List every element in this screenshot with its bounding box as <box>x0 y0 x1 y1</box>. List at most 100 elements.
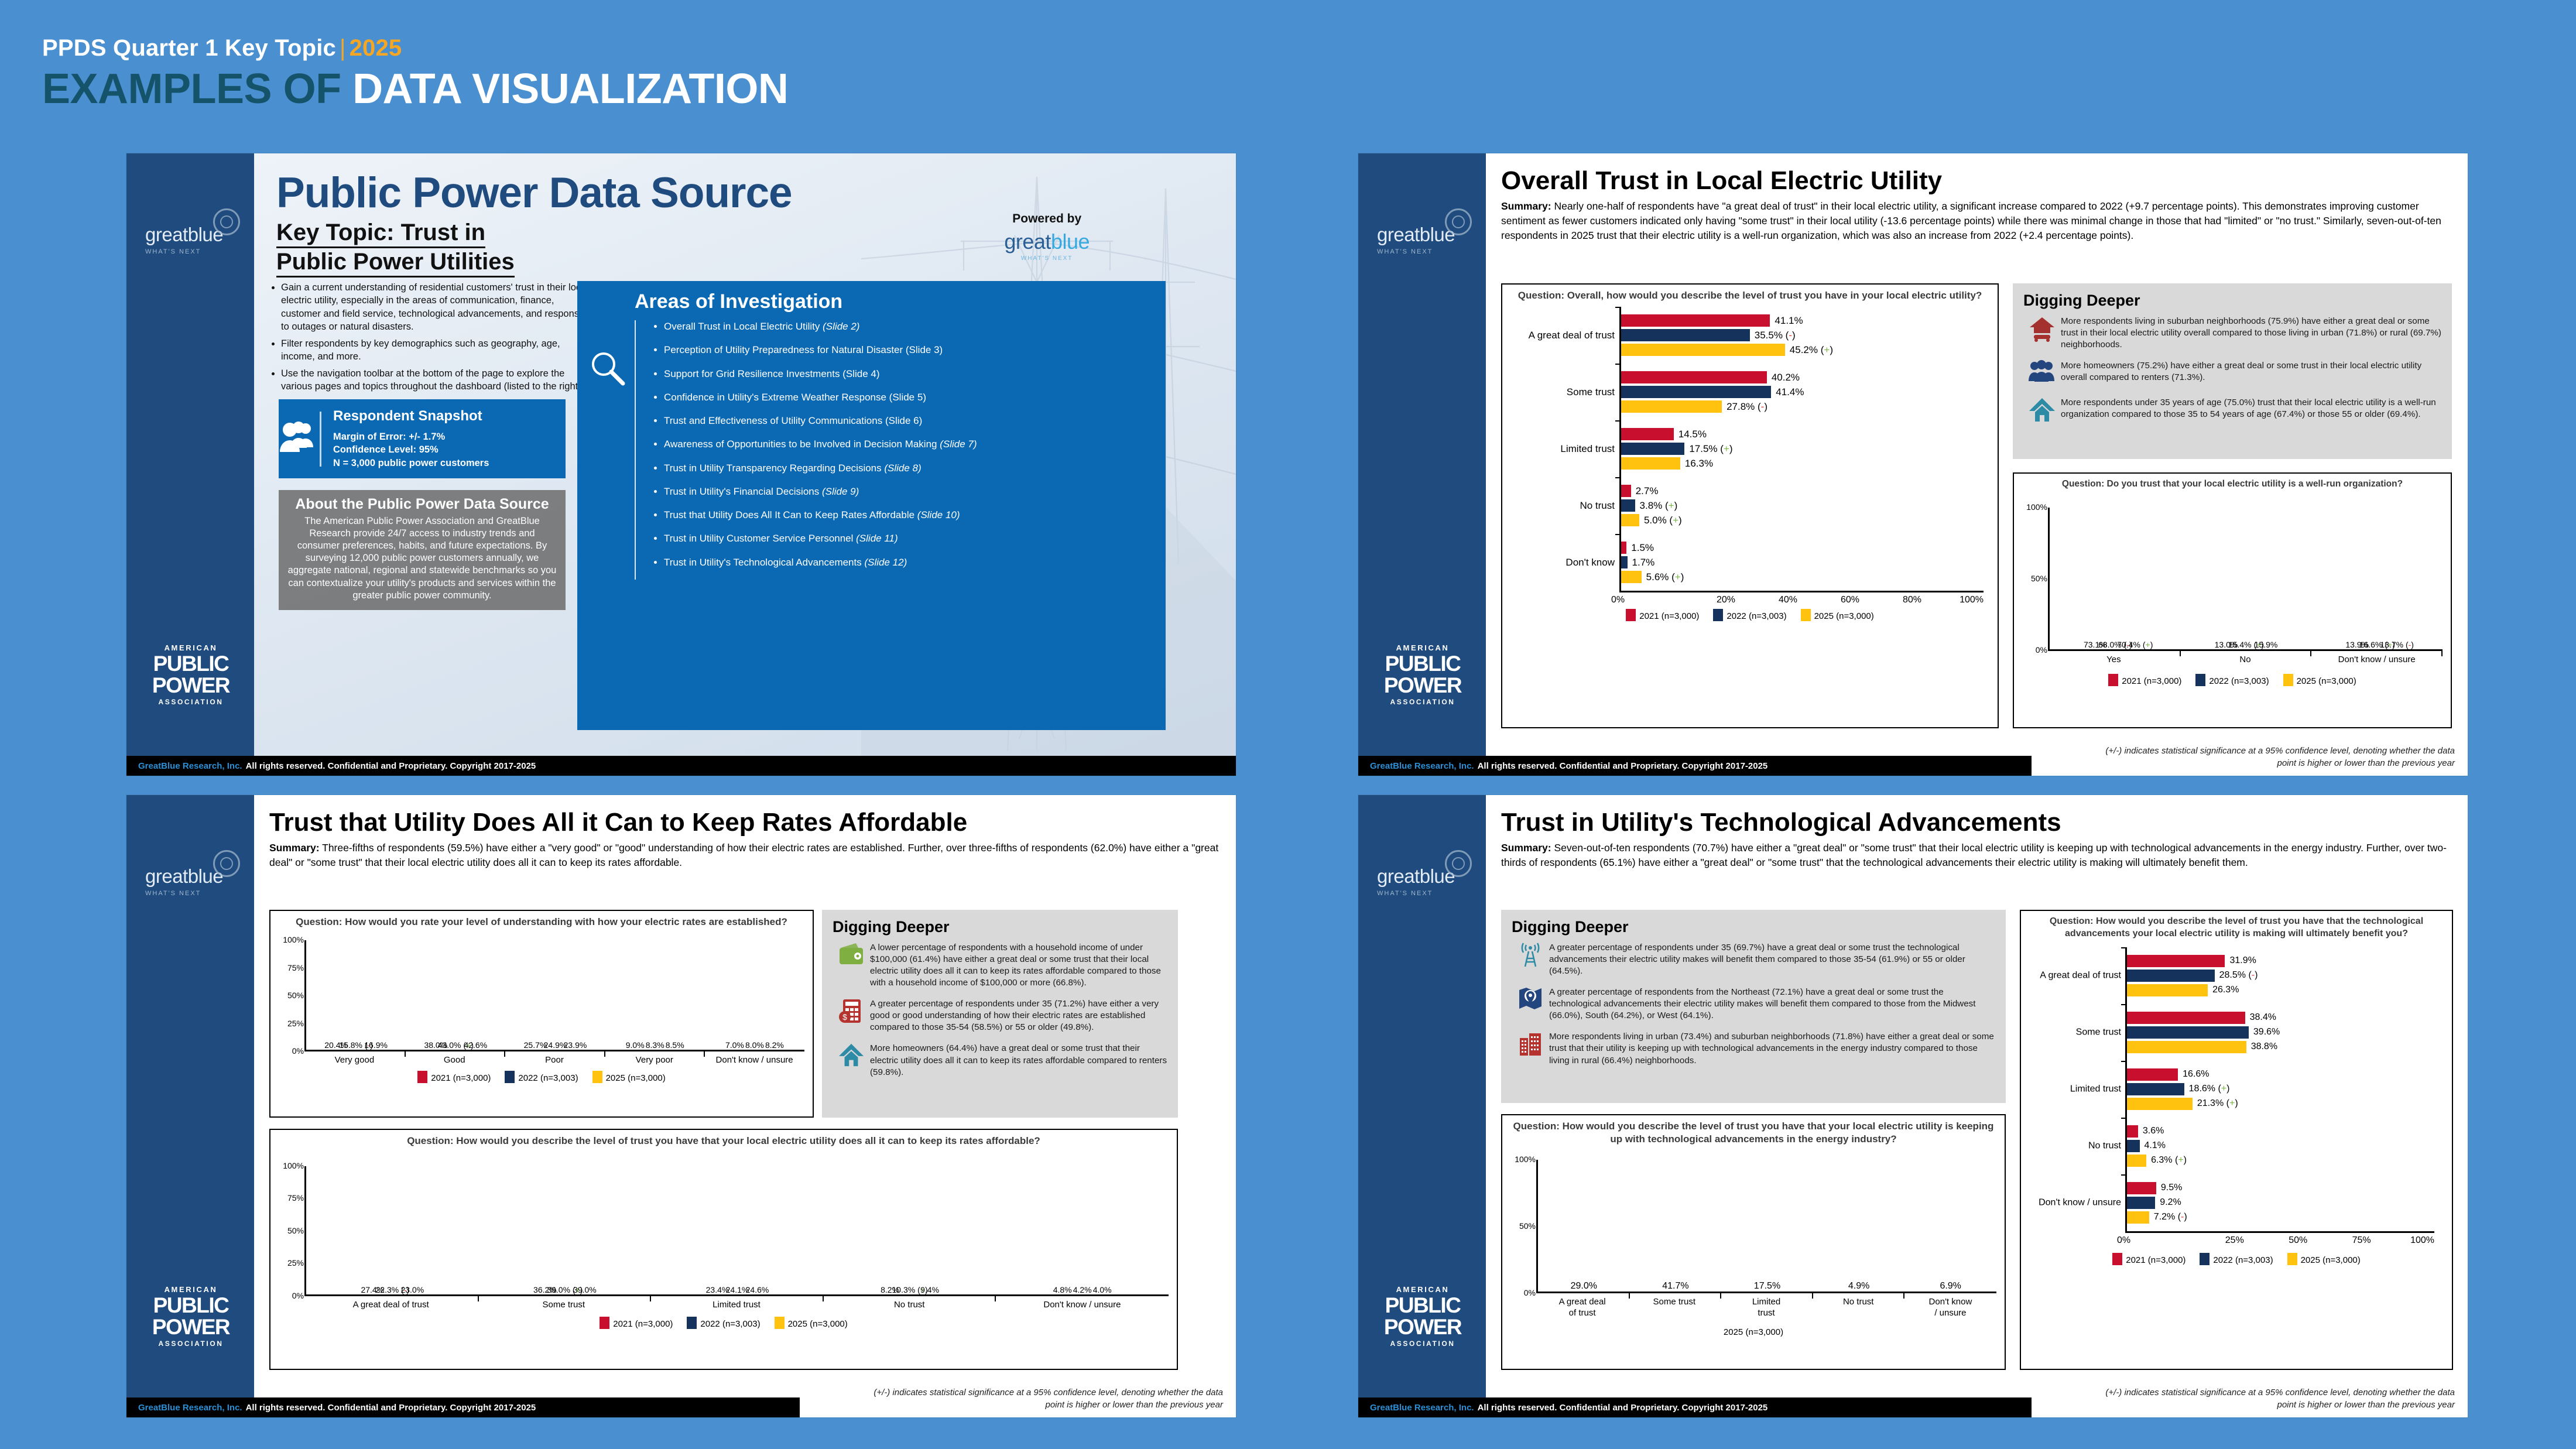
appa-line-3: POWER <box>1383 673 1462 697</box>
area-slide-ref: (Slide 11) <box>856 533 898 544</box>
area-label: Trust in Utility Customer Service Person… <box>664 533 857 544</box>
list-item[interactable]: Trust in Utility's Financial Decisions (… <box>664 485 1154 498</box>
digging-deeper-text: More respondents living in suburban neig… <box>2061 316 2441 350</box>
area-slide-ref: (Slide 7) <box>940 439 977 450</box>
page-title-dark: EXAMPLES OF <box>42 66 353 112</box>
category-label: A great deal of trust <box>2040 970 2121 981</box>
y-tick: 75% <box>287 963 304 972</box>
y-tick: 100% <box>2026 502 2047 512</box>
footer-rights: All rights reserved. Confidential and Pr… <box>1477 1402 1768 1413</box>
legend-item-2021: 2021 (n=3,000) <box>1626 609 1699 622</box>
list-item[interactable]: Trust in Utility Transparency Regarding … <box>664 462 1154 474</box>
summary-text: Nearly one-half of respondents have "a g… <box>1501 200 2441 242</box>
bar-2025: 27.8% (-) <box>1621 400 1767 413</box>
slide-technological-advancements[interactable]: greatblue WHAT'S NEXT AMERICAN PUBLIC PO… <box>1358 795 2468 1417</box>
chart-rates-affordable-panel[interactable]: Question: How would you describe the lev… <box>269 1129 1178 1370</box>
x-category-label: Some trust <box>1653 1297 1696 1307</box>
slide1-bullet-list: Gain a current understanding of resident… <box>270 281 592 397</box>
area-slide-ref: (Slide 5) <box>889 391 926 403</box>
list-item[interactable]: Perception of Utility Preparedness for N… <box>664 344 1154 356</box>
bar-2022: 1.7% <box>1621 556 1654 569</box>
chart-x-labels: A great deal of trust Some trust Limited… <box>304 1296 1169 1311</box>
chart-plot-wrapper: 100% 75% 50% 25% 0% 27.4% 22.3% (-) 23.0… <box>270 1161 1177 1337</box>
x-tick: 100% <box>2410 1235 2435 1245</box>
area-slide-ref: (Slide 12) <box>864 556 907 568</box>
list-item[interactable]: Trust that Utility Does All It Can to Ke… <box>664 509 1154 521</box>
bar-2021: 41.1% <box>1621 314 1803 327</box>
list-item: A lower percentage of respondents with a… <box>833 942 1167 989</box>
chart-legend: 2025 (n=3,000) <box>1502 1327 2005 1337</box>
list-item: A greater percentage of respondents from… <box>1512 986 1995 1022</box>
area-slide-ref: (Slide 2) <box>823 321 860 332</box>
area-label: Awareness of Opportunities to be Involve… <box>664 439 940 450</box>
digging-deeper-text: More homeowners (75.2%) have either a gr… <box>2061 361 2422 383</box>
bar-group: A great deal of trust 41.1% 35.5% (-) 45… <box>1529 307 1984 364</box>
footer-company: GreatBlue Research, Inc. <box>1370 1402 1474 1413</box>
legend-item-2022: 2022 (n=3,003) <box>2200 1252 2273 1265</box>
bar-2025: 6.3% (+) <box>2127 1154 2187 1167</box>
category-label: A great deal of trust <box>1528 329 1615 341</box>
list-item[interactable]: Trust in Utility's Technological Advance… <box>664 556 1154 568</box>
bar-2022: 4.1% <box>2127 1139 2166 1152</box>
chart-x-labels: Yes No Don't know / unsure <box>2048 651 2443 666</box>
chart-tech-keeping-up-panel[interactable]: Question: How would you describe the lev… <box>1501 1114 2006 1370</box>
footer-rights: All rights reserved. Confidential and Pr… <box>245 1402 536 1413</box>
area-label: Support for Grid Resilience Investments <box>664 368 843 379</box>
list-item: $ A greater percentage of respondents un… <box>833 998 1167 1033</box>
legend-item-2022: 2022 (n=3,003) <box>687 1316 761 1329</box>
slide1-footer: GreatBlue Research, Inc. All rights rese… <box>126 756 1236 776</box>
about-heading: About the Public Power Data Source <box>295 496 549 512</box>
bar-group: Some trust 40.2% 41.4% 27.8% (-) <box>1567 364 1984 420</box>
chart-question-title: Question: How would you rate your level … <box>296 916 787 927</box>
bar-group: No trust 2.7% 3.8% (+) 5.0% (+) <box>1580 477 1984 534</box>
area-label: Trust in Utility's Financial Decisions <box>664 485 822 497</box>
x-category-label: Don't know / unsure <box>715 1055 793 1065</box>
digging-deeper-text: A greater percentage of respondents unde… <box>1549 943 1965 977</box>
page-title: EXAMPLES OF DATA VISUALIZATION <box>42 65 789 113</box>
list-item[interactable]: Support for Grid Resilience Investments … <box>664 368 1154 380</box>
search-icon <box>589 320 635 580</box>
area-label: Trust that Utility Does All It Can to Ke… <box>664 509 917 520</box>
bar-2022: 3.8% (+) <box>1621 499 1677 512</box>
bar-2025: 7.2% (-) <box>2127 1211 2187 1224</box>
slide4-body: Trust in Utility's Technological Advance… <box>1486 795 2468 1417</box>
bar-2021: 38.4% <box>2127 1011 2276 1024</box>
chart-tech-benefit-panel[interactable]: Question: How would you describe the lev… <box>2020 910 2453 1370</box>
area-slide-ref: (Slide 9) <box>821 485 859 497</box>
x-tick: 25% <box>2225 1235 2244 1245</box>
greatblue-wordmark: greatblue <box>145 865 224 887</box>
eyebrow-separator: | <box>340 35 346 61</box>
list-item[interactable]: Trust in Utility Customer Service Person… <box>664 532 1154 544</box>
list-item[interactable]: Overall Trust in Local Electric Utility … <box>664 320 1154 333</box>
areas-list[interactable]: Overall Trust in Local Electric Utility … <box>635 320 1154 580</box>
footer-company: GreatBlue Research, Inc. <box>138 1402 242 1413</box>
list-item[interactable]: Awareness of Opportunities to be Involve… <box>664 438 1154 450</box>
slide1-left-rail: greatblue WHAT'S NEXT AMERICAN PUBLIC PO… <box>126 153 254 776</box>
bar-2021: 9.5% <box>2127 1181 2182 1194</box>
footer-rights: All rights reserved. Confidential and Pr… <box>245 761 536 771</box>
chart-plot-area: 100% 50% 0% 29.0% 41.7% 17.5% 4.9% 6.9% <box>1515 1155 1996 1299</box>
slide-overall-trust[interactable]: greatblue WHAT'S NEXT AMERICAN PUBLIC PO… <box>1358 153 2468 776</box>
chart-legend: 2021 (n=3,000) 2022 (n=3,003) 2025 (n=3,… <box>270 1316 1177 1329</box>
chart-overall-trust-panel[interactable]: Question: Overall, how would you describ… <box>1501 283 1999 728</box>
appa-line-4: ASSOCIATION <box>1390 698 1455 706</box>
category-label: Some trust <box>1566 386 1615 398</box>
list-item[interactable]: Trust and Effectiveness of Utility Commu… <box>664 415 1154 427</box>
chart-well-run-panel[interactable]: Question: Do you trust that your local e… <box>2013 472 2452 728</box>
page-title-light: DATA VISUALIZATION <box>352 66 789 112</box>
x-category-label: A great deal of trust <box>1558 1297 1606 1318</box>
area-label: Trust in Utility's Technological Advance… <box>664 556 865 568</box>
slide-rates-affordable[interactable]: greatblue WHAT'S NEXT AMERICAN PUBLIC PO… <box>126 795 1236 1417</box>
y-tick: 75% <box>287 1193 304 1203</box>
slide-public-power-data-source[interactable]: greatblue WHAT'S NEXT AMERICAN PUBLIC PO… <box>126 153 1236 776</box>
bar-2021: 31.9% <box>2127 954 2256 967</box>
greatblue-wordmark: greatblue <box>145 224 224 245</box>
x-category-label: Good <box>443 1055 465 1065</box>
digging-deeper-text: A lower percentage of respondents with a… <box>870 943 1161 988</box>
list-item[interactable]: Confidence in Utility's Extreme Weather … <box>664 391 1154 403</box>
chart-plot-area: A great deal of trust 41.1% 35.5% (-) 45… <box>1529 307 1984 591</box>
chart-plot-area: 100% 75% 50% 25% 0% 27.4% 22.3% (-) 23.0… <box>283 1161 1169 1301</box>
digging-deeper-text: More respondents under 35 years of age (… <box>2061 398 2436 420</box>
y-tick: 100% <box>283 935 304 944</box>
chart-rate-understanding-panel[interactable]: Question: How would you rate your level … <box>269 910 814 1118</box>
